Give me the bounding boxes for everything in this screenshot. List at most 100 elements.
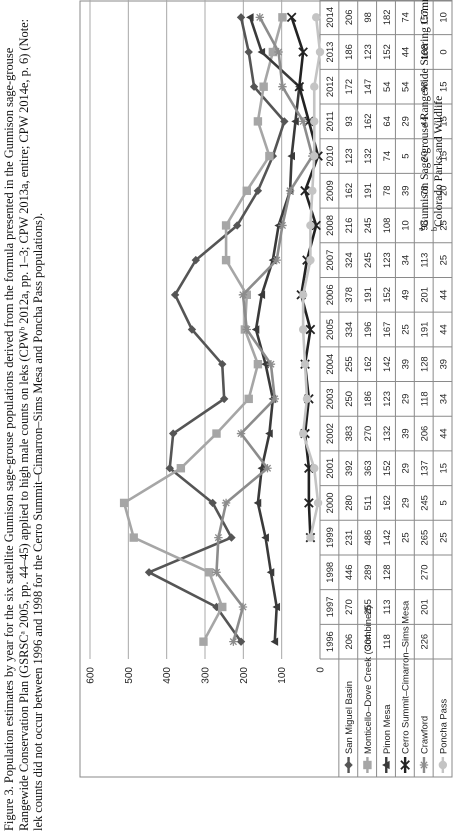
data-point — [278, 221, 287, 230]
series-label: Poncha Pass — [437, 698, 448, 754]
x-tick-label: 2004 — [324, 354, 335, 375]
data-label: 486 — [362, 530, 373, 546]
x-tick-label: 2003 — [324, 388, 335, 409]
data-label: 216 — [343, 218, 354, 234]
data-point — [259, 82, 268, 91]
data-label: 98 — [418, 81, 429, 91]
data-point — [170, 290, 180, 300]
data-point — [221, 255, 231, 265]
data-label: 201 — [418, 287, 429, 303]
data-point — [257, 290, 266, 300]
data-point — [298, 325, 308, 334]
data-label: 25 — [437, 255, 448, 265]
data-point — [221, 221, 231, 230]
legend-marker-swatch — [363, 760, 372, 770]
data-point — [214, 533, 223, 542]
data-label: 118 — [381, 634, 392, 649]
data-label: 78 — [381, 186, 392, 196]
data-point — [272, 602, 281, 612]
data-label: 34 — [400, 255, 411, 265]
y-tick-label: 400 — [162, 667, 173, 684]
data-point — [265, 429, 273, 438]
footnote-b: bColorado Parks and Wildlife — [430, 3, 446, 231]
data-label: 250 — [343, 391, 354, 407]
data-point — [310, 82, 319, 91]
data-point — [255, 13, 265, 22]
data-label: 10 — [400, 220, 411, 230]
footnote-a-marker: a — [416, 227, 426, 231]
data-label: 378 — [343, 287, 354, 303]
data-point — [221, 498, 231, 508]
data-label: 162 — [362, 356, 373, 372]
data-label: 152 — [381, 460, 392, 476]
data-label: 54 — [400, 81, 411, 91]
data-label: 29 — [400, 394, 411, 404]
data-point — [191, 255, 200, 265]
data-point — [238, 290, 248, 300]
data-point — [304, 498, 314, 508]
x-tick-label: 2009 — [324, 180, 335, 201]
data-label: 5 — [400, 153, 411, 158]
series-4 — [212, 13, 317, 646]
data-label: 231 — [343, 530, 354, 546]
data-label: 93 — [343, 116, 354, 126]
data-point — [212, 568, 221, 577]
data-label: 29 — [400, 498, 411, 508]
data-label: 113 — [418, 253, 429, 268]
data-label: 49 — [400, 290, 411, 300]
data-point — [244, 394, 253, 404]
data-point — [310, 151, 319, 161]
data-point — [242, 325, 251, 334]
data-point — [268, 47, 278, 57]
data-point — [298, 117, 308, 126]
y-tick-label: 100 — [277, 667, 288, 684]
data-label: 25 — [437, 532, 448, 542]
data-point — [212, 429, 221, 438]
data-label: 108 — [418, 44, 429, 60]
data-label: 147 — [362, 79, 373, 95]
data-point — [270, 637, 279, 646]
data-point — [310, 117, 319, 126]
data-point — [205, 568, 214, 577]
data-point — [266, 359, 276, 369]
data-point — [253, 117, 263, 126]
data-label: 206 — [343, 10, 354, 26]
data-label: 162 — [343, 183, 354, 199]
series-label: San Miguel Basin — [343, 681, 354, 754]
data-point — [315, 47, 325, 57]
data-label: 10 — [437, 12, 448, 22]
data-point — [261, 533, 269, 542]
x-tick-label: 1998 — [324, 562, 335, 583]
data-label: 39 — [400, 359, 411, 369]
x-tick-label: 2001 — [324, 458, 335, 479]
data-label: 39 — [400, 186, 411, 196]
data-label: 255 — [343, 356, 354, 372]
footnote-b-marker: b — [430, 227, 440, 231]
data-point — [300, 359, 310, 369]
data-label: 245 — [418, 495, 429, 511]
data-point — [251, 325, 260, 334]
data-point — [302, 394, 312, 404]
data-point — [129, 533, 138, 542]
x-tick-label: 2008 — [324, 215, 335, 236]
data-label: 255 — [362, 599, 373, 615]
data-label: 142 — [381, 356, 392, 372]
data-label: 98 — [418, 220, 429, 230]
x-tick-label: 2002 — [324, 423, 335, 444]
data-label: 137 — [418, 460, 429, 476]
data-point — [253, 359, 263, 369]
y-tick-label: 500 — [124, 667, 135, 684]
data-point — [218, 602, 227, 612]
data-label: 270 — [343, 599, 354, 615]
data-label: 206 — [343, 634, 354, 650]
data-point — [291, 117, 299, 126]
data-point — [310, 464, 319, 473]
x-tick-label: 2012 — [324, 76, 335, 97]
data-point — [236, 13, 246, 22]
data-point — [306, 533, 315, 542]
data-label: 54 — [381, 81, 392, 91]
data-point — [199, 637, 208, 646]
data-label: 123 — [381, 391, 392, 407]
data-point — [278, 13, 287, 22]
